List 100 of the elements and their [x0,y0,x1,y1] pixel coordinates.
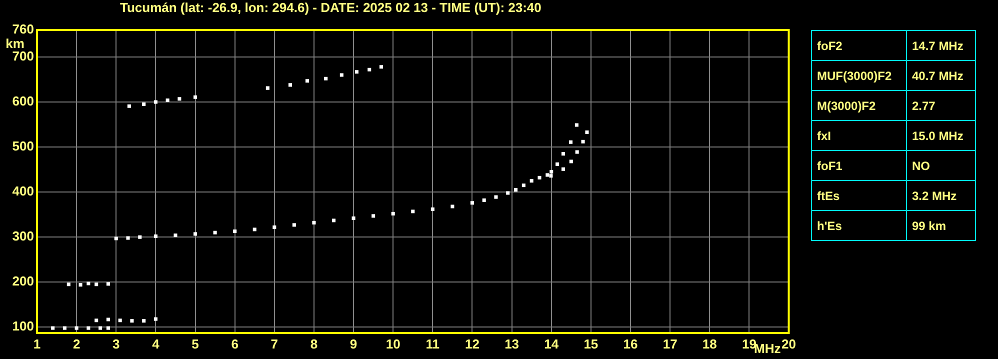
point [292,223,296,227]
point [78,283,82,287]
point [233,229,237,234]
point [324,76,328,80]
text: 15.0 MHz [906,120,976,150]
text: ftEs [812,180,906,210]
point [154,100,158,104]
text: 3.2 MHz [906,180,976,210]
text: MUF(3000)F2 [812,60,906,90]
point [352,216,356,220]
point [430,207,434,211]
y-tick-label: 700 [12,48,34,64]
point [213,230,217,234]
point [506,191,510,195]
point [106,318,110,322]
point [550,170,554,174]
text: foF1 [812,150,906,180]
text: M(3000)F2 [812,90,906,120]
point [94,282,98,286]
point [272,225,276,229]
point [568,140,573,144]
x-tick-label: 9 [350,336,358,352]
text: NO [906,150,976,180]
y-tick-label: 500 [12,138,34,154]
point [130,319,134,323]
x-tick-label: 8 [310,336,318,352]
text: 2.77 [906,90,976,120]
x-tick-label: 7 [270,336,278,352]
point [98,326,102,330]
point [574,123,578,127]
point [154,234,158,238]
point [94,318,98,322]
point [252,228,256,232]
y-tick-label: 300 [12,228,34,244]
point [74,326,78,330]
point [569,160,573,164]
point [546,173,550,177]
point [305,79,310,83]
point [66,282,70,286]
point [494,195,498,199]
point [585,130,589,134]
point [561,152,566,156]
point [379,65,383,69]
point [288,83,292,87]
text: 99 km [906,210,976,240]
point [575,150,579,154]
x-tick-label: 20 [782,336,796,352]
point [372,214,376,218]
point [470,201,474,205]
point [62,326,66,330]
point [118,318,122,322]
point [51,326,55,330]
y-tick-label: 400 [12,184,34,199]
point [142,319,146,323]
point [127,104,131,108]
point [514,188,518,192]
point [178,97,182,101]
x-tick-label: 6 [231,336,238,352]
point [106,326,110,330]
point [194,232,198,236]
x-tick-label: 3 [112,336,120,352]
point [312,220,316,224]
x-tick-label: 14 [544,336,560,352]
point [142,102,146,106]
point [194,95,198,99]
point [86,282,90,286]
x-tick-label: 13 [504,336,520,352]
point [174,234,178,238]
point [391,212,395,216]
point [411,210,415,214]
y-tick-label: 200 [12,274,34,289]
x-tick-label: 12 [465,336,480,352]
x-tick-label: 10 [386,336,400,352]
point [114,236,118,240]
x-tick-label: 17 [662,336,678,352]
point [581,140,585,144]
point [561,167,566,171]
text: 40.7 MHz [906,60,976,90]
point [166,98,170,102]
point [450,204,454,208]
text: foF2 [812,30,906,60]
x-tick-label: 4 [152,336,160,352]
point [368,68,372,72]
x-tick-label: 5 [192,336,199,352]
y-tick-label: 760 [12,22,34,37]
point [138,235,142,239]
point [556,162,560,166]
point [538,176,542,180]
point [482,198,486,202]
point [266,86,270,90]
point [106,282,110,286]
x-tick-label: 18 [702,336,717,352]
point [530,179,534,183]
x-tick-label: 1 [33,336,41,352]
point [86,326,90,330]
y-tick-label: 600 [12,94,34,109]
text: 14.7 MHz [906,30,976,60]
point [126,236,130,240]
point [154,317,158,321]
text: h'Es [812,210,906,240]
